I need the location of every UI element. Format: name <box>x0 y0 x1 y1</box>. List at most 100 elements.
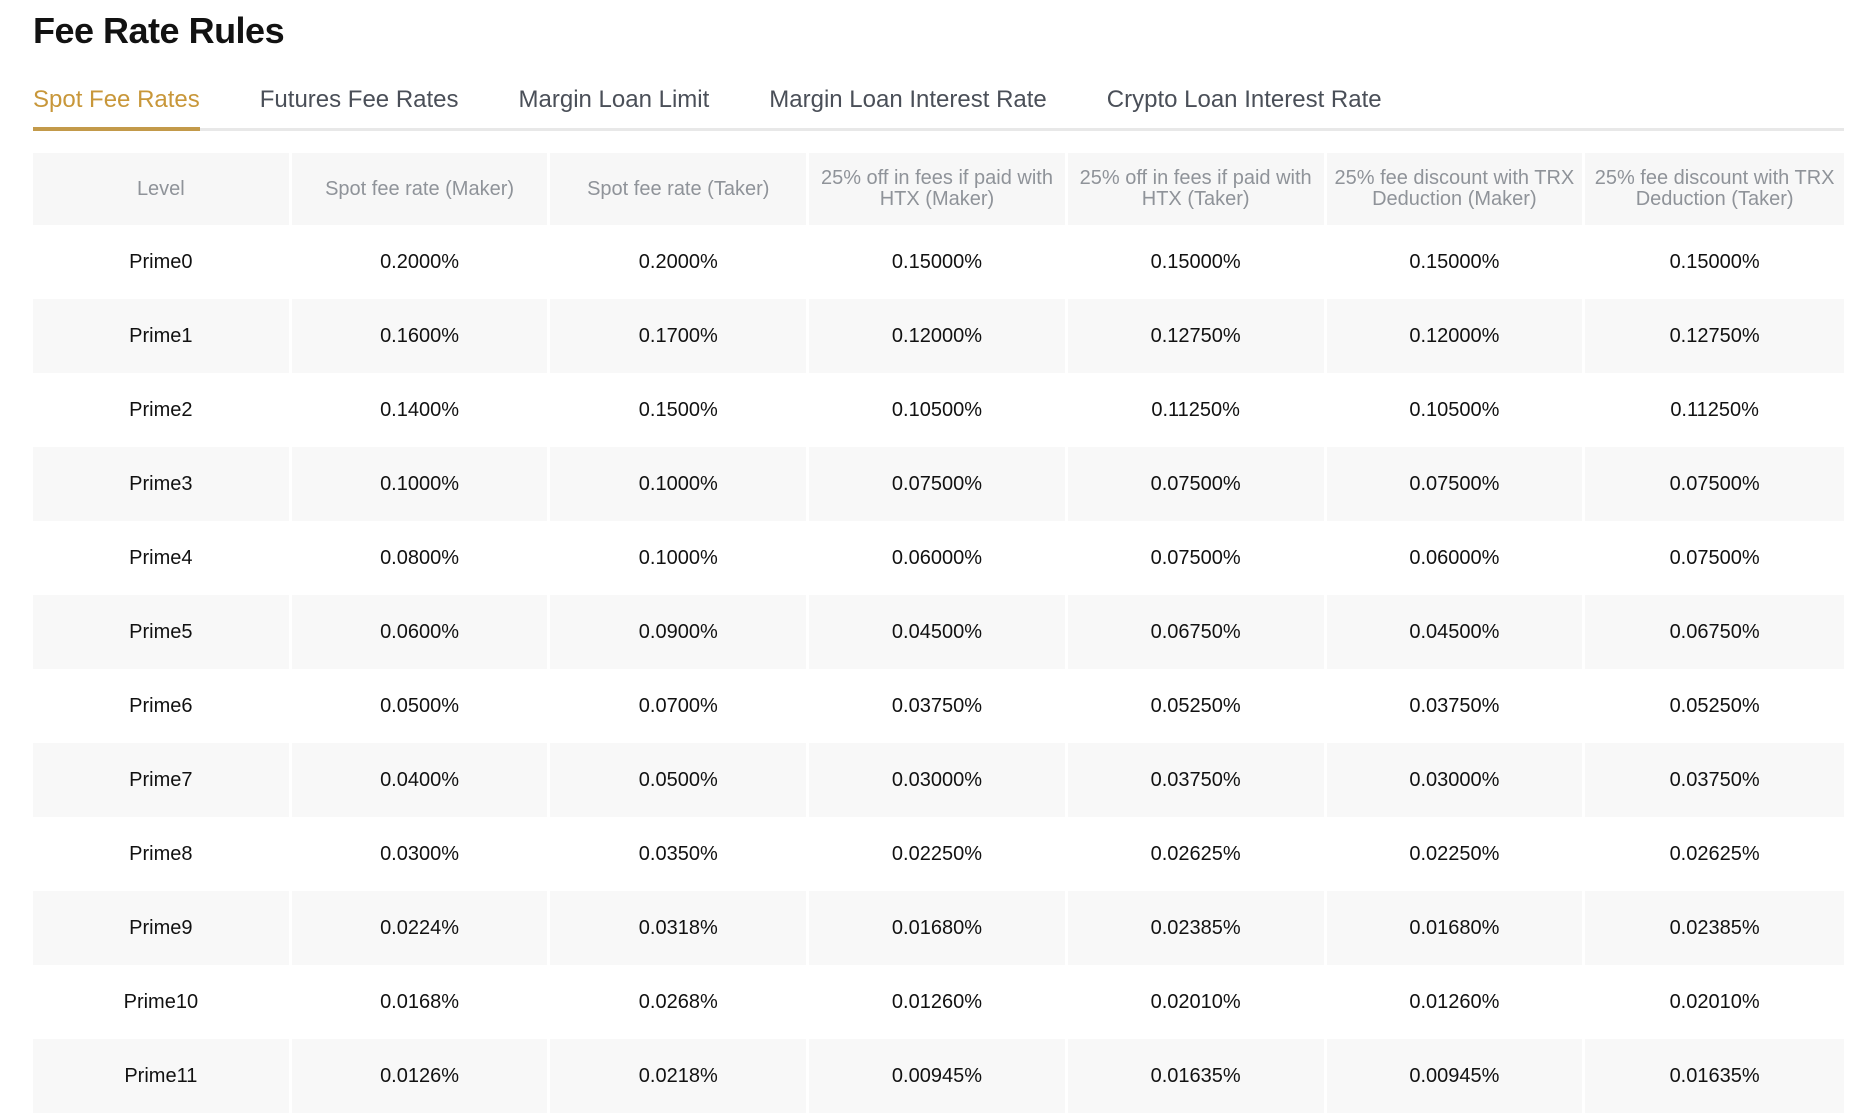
fee-rate-cell: 0.02010% <box>1669 990 1760 1013</box>
level-cell: Prime1 <box>33 299 292 373</box>
tab-crypto-loan-interest-rate[interactable]: Crypto Loan Interest Rate <box>1106 86 1382 113</box>
fee-rate-cell: 0.0800% <box>292 521 551 595</box>
column-header-trx-taker: 25% fee discount with TRX Deduction (Tak… <box>1585 153 1844 225</box>
column-header-spot-taker: Spot fee rate (Taker) <box>550 153 810 225</box>
fee-rate-cell: 0.04500% <box>809 595 1068 669</box>
table-row: Prime9 0.0224% 0.0318% 0.01680% 0.02385% 0.01… <box>33 891 1844 965</box>
tab-margin-loan-limit[interactable]: Margin Loan Limit <box>518 86 710 113</box>
column-header-spot-maker: Spot fee rate (Maker) <box>291 153 551 225</box>
fee-rate-cell: 0.1400% <box>292 373 551 447</box>
fee-rate-cell: 0.10500% <box>1327 373 1586 447</box>
fee-rate-cell: 0.12000% <box>809 299 1068 373</box>
fee-rate-cell: 0.0224% <box>291 891 551 965</box>
tab-spot-fee-rates[interactable]: Spot Fee Rates <box>33 82 200 131</box>
level-cell: Prime7 <box>33 743 292 817</box>
fee-rate-cell: 0.12000% <box>1326 299 1586 373</box>
fee-rate-cell: 0.0400% <box>291 743 551 817</box>
level-cell: Prime0 <box>33 225 292 299</box>
fee-rate-cell: 0.0900% <box>550 595 810 669</box>
fee-rate-cell: 0.00945% <box>809 1039 1068 1113</box>
level-cell: Prime2 <box>33 373 292 447</box>
fee-rate-cell: 0.02010% <box>1068 965 1327 1039</box>
fee-rate-cell: 0.01680% <box>1326 891 1586 965</box>
spot-fee-rate-table: Level Spot fee rate (Maker) Spot fee rate … <box>33 153 1844 1113</box>
tab-futures-fee-rates[interactable]: Futures Fee Rates <box>259 86 459 113</box>
fee-rate-cell: 0.15000% <box>809 225 1068 299</box>
table-row: Prime10 0.0168% 0.0268% 0.01260% 0.02010% 0.0… <box>33 965 1844 1039</box>
fee-rate-cell: 0.0350% <box>550 817 810 891</box>
fee-rate-cell: 0.06000% <box>809 521 1068 595</box>
fee-rate-cell: 0.1700% <box>550 299 810 373</box>
table-row: Prime1 0.1600% 0.1700% 0.12000% 0.12750% 0.12… <box>33 299 1844 373</box>
fee-rate-cell: 0.12750% <box>1067 299 1327 373</box>
tab-bar: Spot Fee Rates Futures Fee Rates Margin … <box>33 82 1844 131</box>
fee-rate-cell: 0.02385% <box>1067 891 1327 965</box>
fee-rate-cell: 0.05250% <box>1068 669 1327 743</box>
fee-rate-cell: 0.03750% <box>1585 743 1844 817</box>
fee-rate-cell: 0.15000% <box>1669 250 1760 273</box>
fee-rate-cell: 0.01635% <box>1585 1039 1844 1113</box>
fee-rate-cell: 0.0300% <box>292 817 551 891</box>
table-row: Prime3 0.1000% 0.1000% 0.07500% 0.07500% 0.07… <box>33 447 1844 521</box>
fee-rate-cell: 0.2000% <box>292 225 551 299</box>
fee-rate-cell: 0.05250% <box>1669 694 1760 717</box>
fee-rate-cell: 0.2000% <box>550 225 810 299</box>
level-cell: Prime5 <box>33 595 292 669</box>
fee-rate-cell: 0.03750% <box>1067 743 1327 817</box>
fee-rate-cell: 0.07500% <box>1669 546 1760 569</box>
fee-rate-cell: 0.06750% <box>1585 595 1844 669</box>
fee-rate-cell: 0.1600% <box>291 299 551 373</box>
column-header-trx-maker: 25% fee discount with TRX Deduction (Mak… <box>1326 153 1586 225</box>
tab-margin-loan-interest-rate[interactable]: Margin Loan Interest Rate <box>769 86 1047 113</box>
level-cell: Prime8 <box>33 817 292 891</box>
fee-rate-cell: 0.11250% <box>1670 398 1759 421</box>
fee-rate-cell: 0.06750% <box>1067 595 1327 669</box>
table-row: Prime8 0.0300% 0.0350% 0.02250% 0.02625% 0.02… <box>33 817 1844 891</box>
fee-rate-cell: 0.0268% <box>550 965 810 1039</box>
table-row: Prime7 0.0400% 0.0500% 0.03000% 0.03750% 0.03… <box>33 743 1844 817</box>
level-cell: Prime3 <box>33 447 292 521</box>
fee-rate-cell: 0.07500% <box>809 447 1068 521</box>
column-header-htx-taker: 25% off in fees if paid with HTX (Taker) <box>1067 153 1327 225</box>
fee-rate-cell: 0.0600% <box>291 595 551 669</box>
table-row: Prime11 0.0126% 0.0218% 0.00945% 0.01635% 0.0… <box>33 1039 1844 1113</box>
fee-rate-cell: 0.07500% <box>1585 447 1844 521</box>
fee-rate-cell: 0.10500% <box>809 373 1068 447</box>
fee-rate-cell: 0.15000% <box>1068 225 1327 299</box>
level-cell: Prime4 <box>33 521 292 595</box>
fee-rate-cell: 0.1000% <box>550 521 810 595</box>
table-row: Prime6 0.0500% 0.0700% 0.03750% 0.05250% 0.03… <box>33 669 1844 743</box>
page-title: Fee Rate Rules <box>33 10 285 51</box>
level-cell: Prime6 <box>33 669 292 743</box>
fee-rate-cell: 0.02625% <box>1068 817 1327 891</box>
column-header-htx-maker: 25% off in fees if paid with HTX (Maker) <box>809 153 1068 225</box>
fee-rate-cell: 0.03000% <box>809 743 1068 817</box>
table-row: Prime2 0.1400% 0.1500% 0.10500% 0.11250% 0.10… <box>33 373 1844 447</box>
fee-rate-cell: 0.11250% <box>1068 373 1327 447</box>
fee-rate-cell: 0.02385% <box>1585 891 1844 965</box>
level-cell: Prime10 <box>33 965 292 1039</box>
fee-rate-cell: 0.0500% <box>292 669 551 743</box>
fee-rate-cell: 0.04500% <box>1326 595 1586 669</box>
fee-rate-cell: 0.15000% <box>1327 225 1586 299</box>
level-cell: Prime9 <box>33 891 292 965</box>
table-row: Prime4 0.0800% 0.1000% 0.06000% 0.07500% 0.06… <box>33 521 1844 595</box>
fee-rate-cell: 0.07500% <box>1067 447 1327 521</box>
fee-rate-cell: 0.00945% <box>1326 1039 1586 1113</box>
fee-rate-cell: 0.01260% <box>1327 965 1586 1039</box>
fee-rate-cell: 0.1000% <box>291 447 551 521</box>
fee-rate-cell: 0.01680% <box>809 891 1068 965</box>
fee-rate-cell: 0.0168% <box>292 965 551 1039</box>
fee-rate-cell: 0.07500% <box>1068 521 1327 595</box>
table-row: Prime0 0.2000% 0.2000% 0.15000% 0.15000% 0.15… <box>33 225 1844 299</box>
fee-rate-cell: 0.0126% <box>291 1039 551 1113</box>
fee-rate-cell: 0.0218% <box>550 1039 810 1113</box>
fee-rate-cell: 0.1500% <box>550 373 810 447</box>
fee-rate-cell: 0.02250% <box>809 817 1068 891</box>
fee-rate-cell: 0.01260% <box>809 965 1068 1039</box>
column-header-level: Level <box>33 153 292 225</box>
fee-rate-cell: 0.02625% <box>1669 842 1760 865</box>
fee-rate-cell: 0.12750% <box>1585 299 1844 373</box>
level-cell: Prime11 <box>33 1039 292 1113</box>
fee-rate-cell: 0.06000% <box>1327 521 1586 595</box>
